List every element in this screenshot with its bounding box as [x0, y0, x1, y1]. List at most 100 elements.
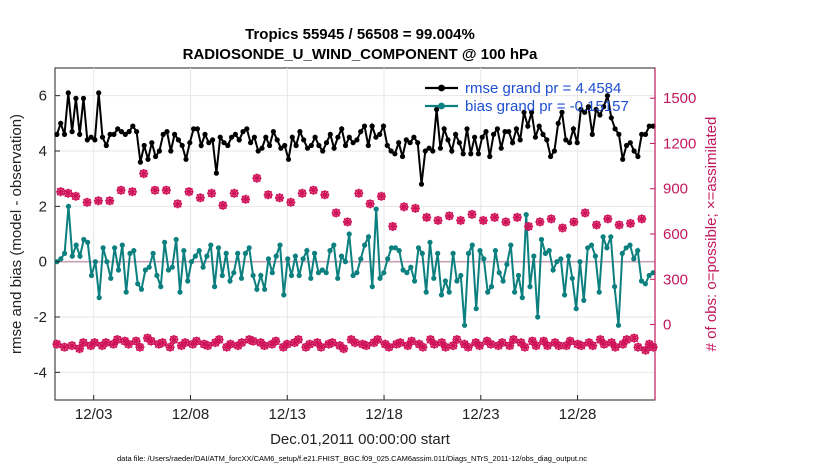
- obs-assimilated-marker: [339, 344, 349, 354]
- series-point: [126, 129, 132, 135]
- series-point: [188, 259, 195, 265]
- series-point: [96, 90, 102, 96]
- y-axis-right-ticks: 0 300 600 900 1200 1500: [650, 68, 696, 400]
- obs-assimilated-marker: [331, 208, 341, 218]
- series-point: [430, 148, 436, 154]
- series-point: [248, 140, 254, 146]
- obs-assimilated-marker: [263, 190, 273, 200]
- series-point: [407, 140, 413, 146]
- series-point: [535, 314, 541, 320]
- series-point: [229, 134, 235, 140]
- series-point: [173, 236, 179, 243]
- series-point: [350, 272, 356, 279]
- obs-assimilated-marker: [554, 341, 564, 351]
- series-point: [213, 170, 219, 176]
- obs-assimilated-marker: [475, 341, 485, 351]
- obs-assimilated-marker: [241, 194, 251, 204]
- series-point: [202, 131, 208, 137]
- obs-assimilated-marker: [358, 339, 368, 349]
- series-point: [123, 289, 129, 295]
- series-point: [548, 153, 554, 160]
- series-point: [616, 131, 622, 137]
- series-point: [196, 248, 202, 254]
- series-point: [259, 145, 265, 151]
- obs-assimilated-marker: [395, 338, 405, 348]
- series-point: [377, 131, 383, 137]
- series-point: [100, 245, 106, 251]
- series-point: [221, 140, 227, 146]
- series-point: [454, 278, 460, 284]
- series-point: [612, 126, 618, 132]
- series-point: [185, 278, 191, 284]
- series-point: [160, 131, 166, 137]
- obs-assimilated-marker: [610, 342, 620, 352]
- series-point: [282, 142, 288, 149]
- series-point: [456, 140, 462, 146]
- obs-assimilated-marker: [173, 199, 183, 209]
- series-point: [215, 245, 222, 251]
- series-point: [469, 242, 475, 248]
- obs-assimilated-marker: [271, 336, 281, 346]
- obs-assimilated-marker: [146, 336, 156, 346]
- series-point: [335, 275, 341, 281]
- series-point: [529, 109, 535, 115]
- x-tick-label: 12/03: [75, 406, 113, 423]
- chart-title-line1: Tropics 55945 / 56508 = 99.004%: [245, 26, 475, 43]
- obs-assimilated-marker: [592, 220, 602, 230]
- obs-assimilated-marker: [308, 185, 318, 195]
- y-left-tick-label: 0: [39, 254, 47, 271]
- series-point: [115, 267, 122, 273]
- series-point: [111, 131, 117, 137]
- series-point: [62, 250, 68, 256]
- x-tick-label: 12/23: [462, 406, 500, 423]
- series-point: [65, 203, 72, 209]
- obs-assimilated-marker: [565, 336, 575, 346]
- series-point: [615, 322, 622, 328]
- series-point: [354, 270, 360, 276]
- legend-swatch-marker: [438, 102, 445, 110]
- obs-assimilated-marker: [648, 342, 658, 352]
- obs-assimilated-marker: [444, 211, 454, 221]
- series-point: [297, 129, 303, 135]
- series-point: [551, 148, 558, 154]
- series-point: [627, 242, 633, 248]
- obs-assimilated-marker: [67, 341, 77, 351]
- series-point: [187, 140, 193, 146]
- series-point: [198, 142, 204, 149]
- obs-assimilated-marker: [539, 336, 549, 346]
- obs-assimilated-marker: [158, 338, 168, 348]
- obs-assimilated-marker: [214, 335, 224, 345]
- series-point: [289, 134, 295, 140]
- series-point: [496, 270, 502, 276]
- obs-assimilated-marker: [452, 335, 462, 345]
- obs-assimilated-marker: [527, 336, 537, 346]
- series-point: [88, 272, 95, 279]
- series-point: [262, 286, 268, 292]
- obs-assimilated-marker: [71, 191, 81, 201]
- obs-assimilated-marker: [365, 199, 375, 209]
- series-point: [483, 129, 489, 135]
- series-point: [278, 145, 284, 151]
- obs-assimilated-marker: [418, 342, 428, 352]
- legend-swatch-marker: [438, 84, 445, 92]
- series-point: [392, 245, 398, 251]
- series-point: [635, 248, 641, 254]
- series-point: [331, 242, 337, 248]
- obs-assimilated-marker: [282, 339, 292, 349]
- series-point: [502, 129, 508, 135]
- series-point: [481, 256, 487, 262]
- series-point: [612, 284, 618, 290]
- obs-assimilated-marker: [316, 342, 326, 352]
- obs-assimilated-marker: [425, 335, 435, 345]
- series-point: [554, 259, 560, 265]
- obs-assimilated-marker: [354, 188, 364, 198]
- series-3: [52, 169, 658, 355]
- obs-assimilated-marker: [180, 338, 190, 348]
- obs-assimilated-marker: [75, 344, 85, 354]
- series-point: [61, 131, 68, 137]
- series-point: [304, 248, 310, 254]
- series-point: [600, 234, 606, 240]
- series-point: [517, 137, 523, 143]
- series-point: [498, 145, 504, 151]
